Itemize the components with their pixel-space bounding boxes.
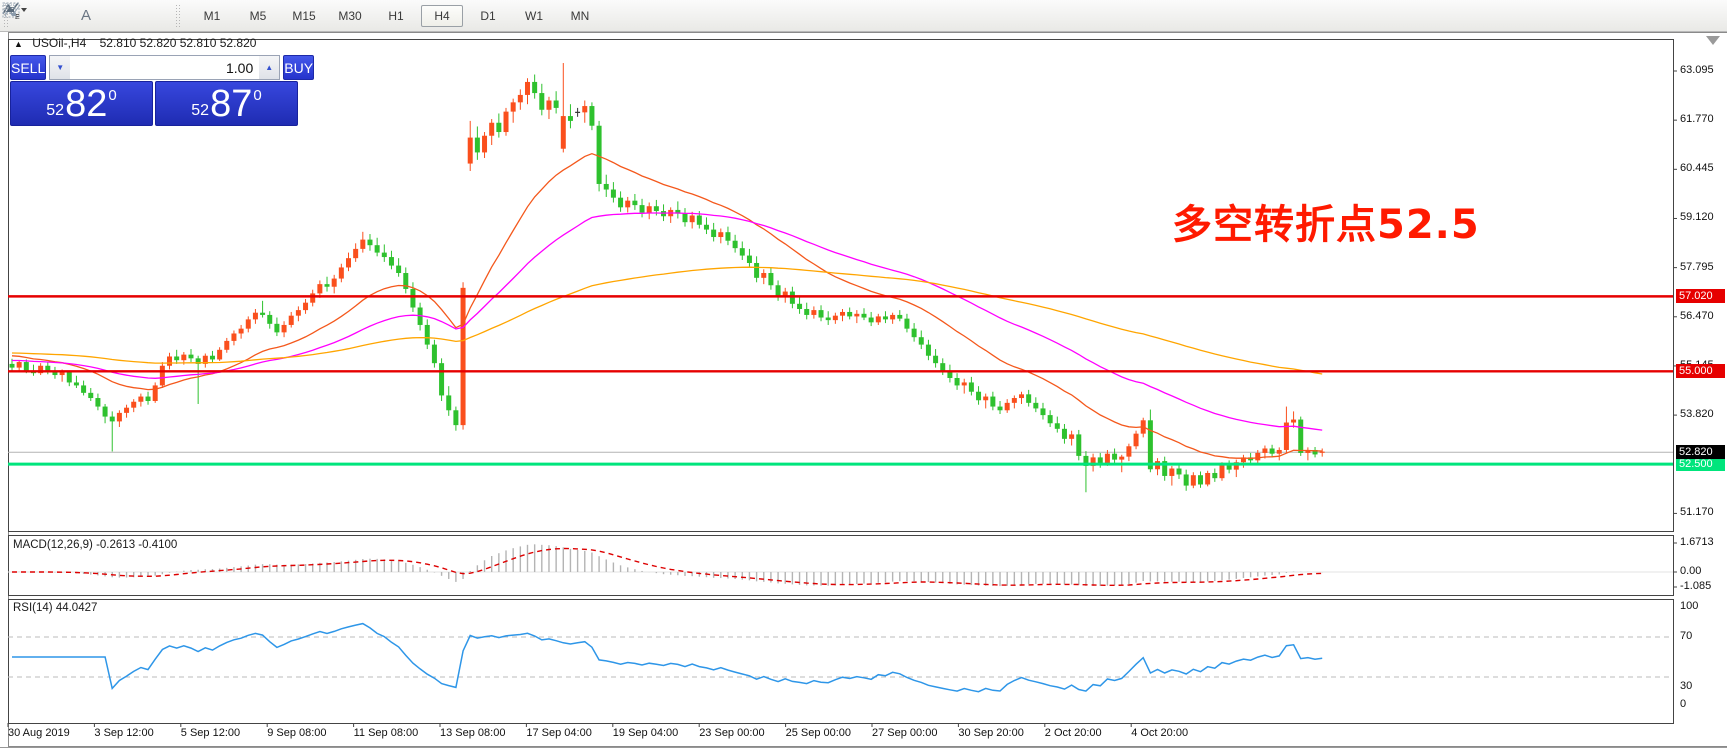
volume-input[interactable] <box>70 56 260 79</box>
price-level-badge-57.020: 57.020 <box>1676 289 1725 304</box>
scroll-marker-icon[interactable] <box>1706 36 1720 45</box>
price-tick-label: 57.795 <box>1680 260 1714 273</box>
timeframe-button-MN[interactable]: MN <box>570 8 590 23</box>
date-tick-label: 25 Sep 00:00 <box>785 727 852 739</box>
volume-increase-button[interactable]: ▲ <box>259 56 280 79</box>
timeframe-button-M5[interactable]: M5 <box>249 8 267 23</box>
price-tick-label: 53.820 <box>1680 408 1714 421</box>
date-tick-label: 9 Sep 08:00 <box>267 727 327 739</box>
timeframe-button-D1[interactable]: D1 <box>480 8 496 23</box>
toolbar-separator <box>175 3 180 28</box>
collapse-icon[interactable]: ▲ <box>14 39 23 49</box>
volume-decrease-button[interactable]: ▼ <box>50 56 71 79</box>
chart-symbol-period: USOil-,H4 <box>32 36 87 50</box>
buy-price-small: 52 <box>191 102 210 119</box>
date-tick-label: 17 Sep 04:00 <box>526 727 592 739</box>
timeframe-button-H4[interactable]: H4 <box>421 4 463 27</box>
date-tick-label: 27 Sep 00:00 <box>872 727 938 739</box>
rsi-tick-label: 0 <box>1680 698 1687 710</box>
volume-box: ▼ ▲ <box>49 55 281 80</box>
price-tick-label: 56.470 <box>1680 309 1714 322</box>
timeframe-button-H1[interactable]: H1 <box>388 8 404 23</box>
macd-tick-label: 0.00 <box>1680 565 1702 577</box>
window-bottom-edge <box>0 747 1727 754</box>
sell-price-big: 82 <box>65 83 108 125</box>
date-tick-label: 5 Sep 12:00 <box>180 727 241 739</box>
text-label-icon[interactable]: A <box>80 7 91 24</box>
rsi-tick-label: 70 <box>1680 630 1693 642</box>
price-level-badge-55.000: 55.000 <box>1676 364 1725 379</box>
date-tick-label: 30 Aug 2019 <box>8 727 70 739</box>
sell-price-sup: 0 <box>108 87 117 104</box>
arrows-icon[interactable] <box>6 4 159 28</box>
date-tick-label: 2 Oct 20:00 <box>1044 727 1102 739</box>
chart-annotation-text: 多空转折点52.5 <box>1172 202 1480 248</box>
timeframe-button-M1[interactable]: M1 <box>203 8 221 23</box>
price-tick-label: 60.445 <box>1680 162 1714 175</box>
price-level-badge-52.820: 52.820 <box>1676 445 1725 460</box>
date-tick-label: 3 Sep 12:00 <box>94 727 154 739</box>
sell-price-small: 52 <box>46 102 65 119</box>
rsi-tick-label: 30 <box>1680 680 1693 692</box>
sell-price-display[interactable]: 52 82 0 <box>10 81 153 126</box>
timeframe-button-W1[interactable]: W1 <box>525 8 543 23</box>
timeframe-button-group: M1 M5 M15 M30 H1 H4 D1 W1 MN <box>189 4 603 27</box>
macd-tick-label: 1.6713 <box>1680 536 1714 548</box>
one-click-trade-panel: SELL ▼ ▲ BUY 52 82 0 52 87 0 <box>10 55 315 126</box>
timeframe-button-M15[interactable]: M15 <box>292 8 316 23</box>
timeframe-button-M30[interactable]: M30 <box>338 8 362 23</box>
date-tick-label: 30 Sep 20:00 <box>958 727 1024 739</box>
date-tick-label: 11 Sep 08:00 <box>353 727 419 739</box>
rsi-tick-label: 100 <box>1680 600 1699 612</box>
date-tick-label: 23 Sep 00:00 <box>699 727 765 739</box>
rsi-panel-header: RSI(14) 44.0427 <box>13 602 98 614</box>
arrows-icon-glyph <box>6 6 27 16</box>
price-tick-label: 51.170 <box>1680 506 1714 519</box>
buy-price-sup: 0 <box>253 87 262 104</box>
chart-title: ▲ USOil-,H4 52.810 52.820 52.810 52.820 <box>14 36 256 50</box>
panel-splitter-macd[interactable] <box>8 531 1673 535</box>
price-tick-label: 63.095 <box>1680 63 1714 76</box>
date-tick-label: 13 Sep 08:00 <box>440 727 506 739</box>
dropdown-caret-icon <box>21 8 27 12</box>
buy-price-big: 87 <box>210 83 253 125</box>
price-level-badge-52.500: 52.500 <box>1676 457 1725 472</box>
chart-ohlc-values: 52.810 52.820 52.810 52.820 <box>99 36 257 50</box>
price-tick-label: 59.120 <box>1680 211 1714 224</box>
buy-button[interactable]: BUY <box>283 55 315 80</box>
buy-price-display[interactable]: 52 87 0 <box>155 81 298 126</box>
panel-splitter-rsi[interactable] <box>8 595 1673 599</box>
macd-tick-label: -1.085 <box>1680 580 1712 592</box>
date-tick-label: 19 Sep 04:00 <box>612 727 679 739</box>
date-tick-label: 4 Oct 20:00 <box>1131 727 1189 739</box>
sell-button[interactable]: SELL <box>10 55 47 80</box>
price-tick-label: 61.770 <box>1680 113 1714 126</box>
macd-panel-header: MACD(12,26,9) -0.2613 -0.4100 <box>13 539 178 551</box>
